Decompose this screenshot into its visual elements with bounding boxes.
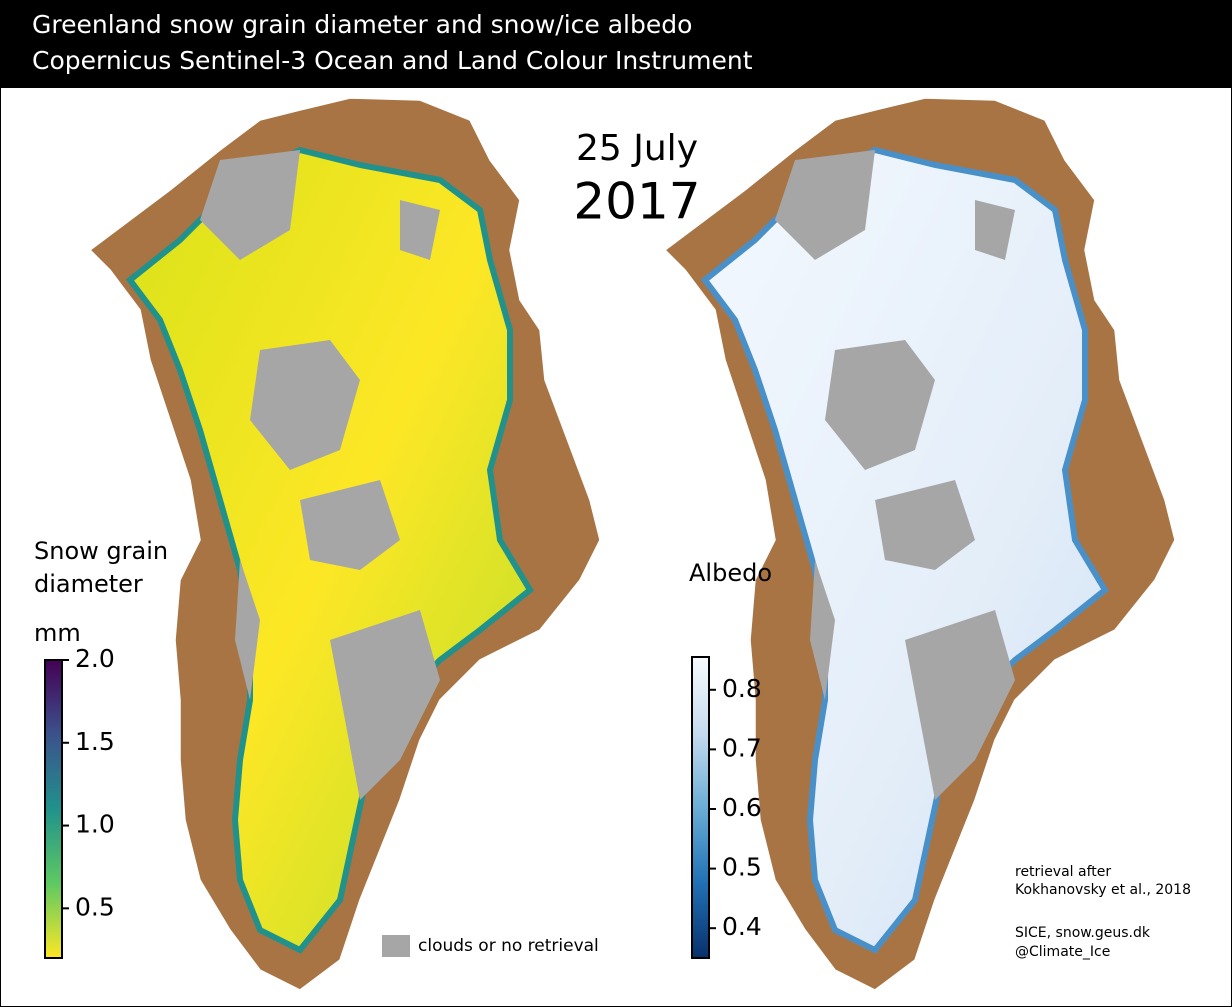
tick-label: 1.5: [75, 727, 115, 756]
tick-label: 1.0: [75, 810, 115, 839]
tick-label: 0.5: [722, 853, 762, 882]
tick-label: 0.8: [722, 674, 762, 703]
tick-label: 0.4: [722, 912, 762, 941]
map-label: Albedo: [689, 559, 772, 587]
title-line: Copernicus Sentinel-3 Ocean and Land Col…: [32, 46, 753, 75]
map-label: diameter: [34, 570, 143, 598]
date-day: 25 July: [576, 128, 698, 169]
colorbar: [44, 659, 63, 959]
title-line: Greenland snow grain diameter and snow/i…: [32, 10, 692, 39]
tick-label: 0.5: [75, 892, 115, 921]
legend-swatch: [382, 935, 410, 957]
credit: @Climate_Ice: [1015, 944, 1110, 960]
colorbar: [691, 656, 710, 959]
header-bar: [0, 0, 1232, 88]
credit: Kokhanovsky et al., 2018: [1015, 882, 1191, 898]
credit: SICE, snow.geus.dk: [1015, 925, 1151, 941]
date-year: 2017: [573, 173, 700, 231]
unit-label: mm: [34, 619, 81, 647]
legend-label: clouds or no retrieval: [418, 936, 599, 956]
map-label: Snow grain: [34, 537, 168, 565]
tick-label: 0.6: [722, 793, 762, 822]
tick-label: 0.7: [722, 733, 762, 762]
credit: retrieval after: [1015, 864, 1111, 880]
tick-label: 2.0: [75, 644, 115, 673]
